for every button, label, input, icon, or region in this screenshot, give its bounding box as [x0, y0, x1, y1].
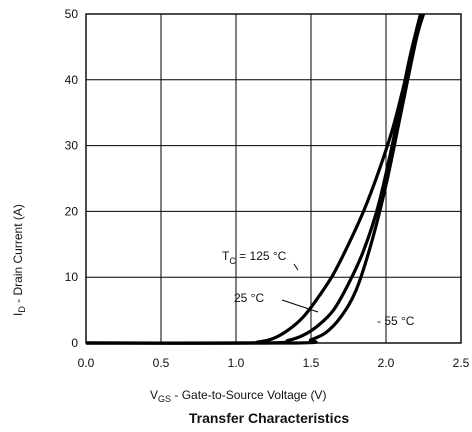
x-tick-label: 2.5	[453, 356, 470, 370]
plot-frame	[85, 13, 462, 344]
series-line-2	[86, 13, 426, 345]
y-tick-label: 40	[65, 73, 79, 87]
y-tick-label: 30	[65, 139, 79, 153]
annotation-25c: 25 °C	[234, 291, 264, 305]
chart-title: Transfer Characteristics	[189, 410, 350, 426]
annotation-tc-arrow	[293, 263, 299, 271]
y-tick-labels: 0 10 20 30 40 50	[65, 7, 79, 350]
y-tick-label: 20	[65, 204, 79, 218]
x-tick-label: 0.0	[78, 356, 95, 370]
grid	[86, 14, 461, 343]
y-tick-label: 10	[65, 270, 79, 284]
x-tick-label: 1.0	[228, 356, 245, 370]
x-tick-labels: 0.0 0.5 1.0 1.5 2.0 2.5	[78, 356, 470, 370]
x-tick-label: 2.0	[378, 356, 395, 370]
annotation-minus55c: - 55 °C	[377, 314, 415, 328]
annotation-tc-125: TC = 125 °C	[222, 249, 287, 266]
y-tick-label: 50	[65, 7, 79, 21]
annotation-25c-arrow	[281, 299, 319, 313]
y-tick-label: 0	[71, 336, 78, 350]
x-axis-label: VGS - Gate-to-Source Voltage (V)	[150, 388, 326, 404]
x-tick-label: 0.5	[153, 356, 170, 370]
series-lines	[86, 13, 426, 345]
x-tick-label: 1.5	[303, 356, 320, 370]
y-axis-label: ID - Drain Current (A)	[11, 204, 27, 316]
